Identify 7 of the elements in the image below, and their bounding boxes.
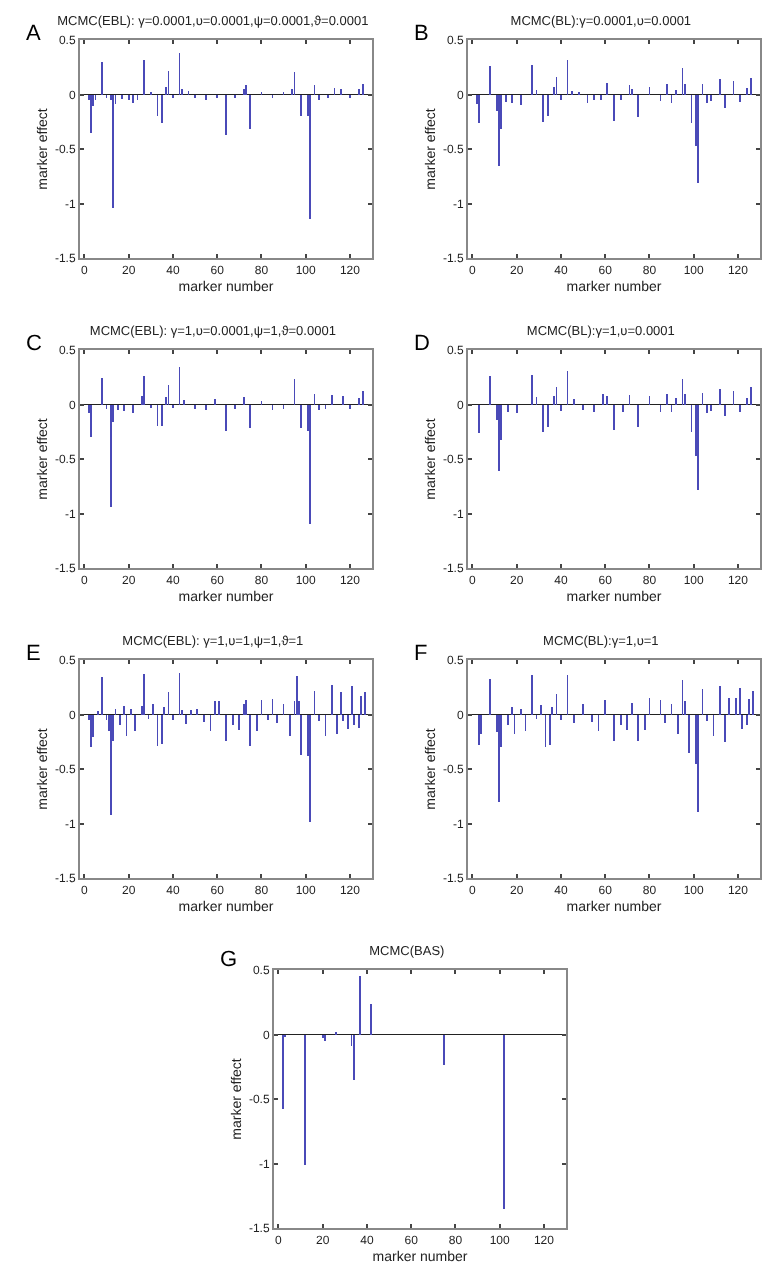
text: C bbox=[26, 332, 42, 356]
text: F bbox=[413, 642, 427, 666]
text: E bbox=[26, 642, 41, 666]
text: A bbox=[26, 22, 42, 46]
text: D bbox=[413, 332, 429, 356]
text: B bbox=[413, 22, 428, 46]
text: G bbox=[219, 948, 237, 972]
